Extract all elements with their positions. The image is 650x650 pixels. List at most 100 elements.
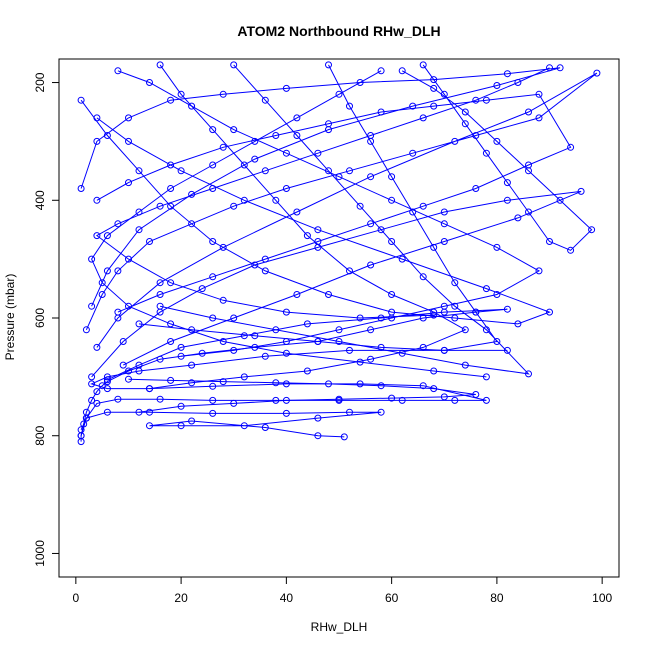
data-point xyxy=(135,226,143,234)
data-point xyxy=(346,102,353,110)
data-point xyxy=(282,380,290,388)
data-point xyxy=(114,67,122,75)
data-point xyxy=(156,61,164,69)
data-point xyxy=(77,185,85,192)
data-point xyxy=(230,126,238,134)
data-point xyxy=(567,246,575,254)
data-point xyxy=(335,173,343,181)
data-point xyxy=(398,255,406,263)
data-point xyxy=(451,137,459,145)
data-point xyxy=(356,358,364,366)
data-point xyxy=(103,232,111,240)
data-point xyxy=(167,320,175,328)
data-point xyxy=(398,67,406,75)
data-point xyxy=(230,399,238,407)
data-point xyxy=(240,196,248,204)
data-point xyxy=(377,226,385,234)
data-point xyxy=(188,102,196,110)
data-point xyxy=(77,426,85,434)
data-point xyxy=(514,214,522,222)
data-point xyxy=(346,408,353,416)
data-point xyxy=(282,349,290,357)
data-point xyxy=(472,391,480,398)
data-point xyxy=(367,326,375,334)
data-point xyxy=(546,64,553,72)
data-point xyxy=(125,137,132,145)
data-point xyxy=(419,343,427,351)
data-point xyxy=(346,346,353,354)
data-point xyxy=(388,196,396,204)
data-point xyxy=(188,220,196,228)
data-point xyxy=(525,161,532,169)
x-tick-label: 80 xyxy=(490,591,504,605)
data-point xyxy=(251,137,259,145)
data-point xyxy=(356,314,364,322)
data-point xyxy=(209,396,217,404)
data-point xyxy=(356,79,364,86)
data-point xyxy=(177,422,185,430)
data-point xyxy=(282,84,290,92)
data-point xyxy=(156,279,164,287)
data-point xyxy=(156,202,164,210)
data-point xyxy=(451,302,459,310)
data-point xyxy=(209,126,217,134)
data-point xyxy=(314,238,322,245)
x-axis-label: RHw_DLH xyxy=(311,620,368,634)
data-point xyxy=(440,302,448,310)
data-point xyxy=(188,361,196,369)
data-point xyxy=(440,220,448,228)
data-point xyxy=(377,382,385,390)
data-point xyxy=(335,90,343,98)
data-point xyxy=(535,267,543,275)
data-point xyxy=(219,338,227,345)
data-point xyxy=(167,96,175,104)
data-point xyxy=(493,243,501,251)
data-point xyxy=(430,76,438,84)
data-point xyxy=(388,173,396,181)
data-point xyxy=(419,61,427,69)
data-point xyxy=(119,361,127,369)
data-point xyxy=(146,408,153,416)
data-point xyxy=(230,346,238,354)
series-line xyxy=(128,378,476,413)
data-point xyxy=(177,402,185,410)
data-point xyxy=(430,385,438,393)
series-line xyxy=(80,308,508,442)
data-point xyxy=(103,373,111,381)
data-point xyxy=(314,338,322,345)
data-point xyxy=(88,255,96,263)
data-point xyxy=(77,96,85,104)
data-point xyxy=(209,273,217,281)
data-point xyxy=(451,314,459,322)
data-point xyxy=(167,376,175,384)
data-point xyxy=(556,196,564,204)
data-point xyxy=(325,380,332,388)
data-point xyxy=(177,90,185,98)
series-line xyxy=(95,67,550,319)
data-point xyxy=(482,149,490,157)
data-point xyxy=(219,90,227,98)
data-point xyxy=(325,61,332,69)
data-point xyxy=(282,338,290,345)
data-point xyxy=(261,96,269,104)
data-point xyxy=(282,185,290,192)
data-point xyxy=(356,202,364,210)
data-point xyxy=(472,308,480,316)
series-line xyxy=(85,72,598,348)
data-point xyxy=(167,279,175,287)
data-point xyxy=(167,161,175,169)
data-point xyxy=(98,279,106,287)
data-point xyxy=(135,408,143,416)
data-point xyxy=(82,326,90,334)
y-tick-label: 200 xyxy=(33,72,47,92)
data-point xyxy=(261,352,269,360)
data-point xyxy=(272,379,280,387)
data-point xyxy=(503,305,511,313)
data-point xyxy=(367,173,375,181)
data-point xyxy=(93,388,101,396)
data-point xyxy=(525,370,532,378)
data-point xyxy=(93,343,101,351)
data-point xyxy=(156,355,164,363)
data-point xyxy=(430,367,438,375)
series-line xyxy=(80,349,508,436)
